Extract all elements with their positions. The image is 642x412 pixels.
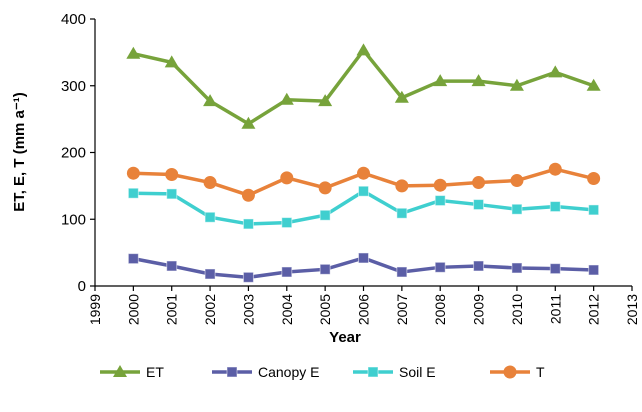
marker (127, 187, 139, 199)
marker (319, 263, 331, 275)
marker (434, 261, 446, 273)
marker (241, 188, 255, 202)
marker (549, 263, 561, 275)
marker (204, 268, 216, 280)
x-tick-label: 2007 (394, 294, 410, 325)
marker (394, 90, 409, 103)
y-tick-label: 0 (78, 278, 86, 295)
marker (588, 264, 600, 276)
x-tick-label: 2006 (356, 294, 372, 325)
marker (510, 174, 524, 188)
marker (433, 74, 448, 87)
marker (279, 92, 294, 105)
marker (280, 171, 294, 185)
x-tick-label: 2009 (471, 294, 487, 325)
marker (511, 262, 523, 274)
marker (396, 207, 408, 219)
marker (587, 172, 601, 186)
legend-item: Soil E (353, 364, 436, 380)
marker (548, 162, 562, 176)
legend-item: Canopy E (212, 364, 319, 380)
marker (166, 260, 178, 272)
marker (127, 253, 139, 265)
marker (509, 78, 524, 91)
marker (113, 365, 127, 377)
legend-label: Soil E (399, 364, 436, 380)
y-axis-label: ET, E, T (mm a⁻¹) (11, 92, 28, 212)
marker (356, 43, 371, 56)
marker (503, 365, 517, 379)
legend-item: T (490, 364, 545, 380)
marker (166, 188, 178, 200)
marker (358, 185, 369, 197)
x-tick-label: 1999 (87, 294, 103, 325)
y-tick-label: 300 (61, 78, 86, 95)
marker (318, 181, 332, 195)
marker (126, 46, 141, 59)
legend-label: Canopy E (258, 364, 319, 380)
marker (164, 55, 179, 68)
marker (549, 201, 561, 213)
marker (511, 203, 523, 215)
marker (281, 266, 293, 278)
marker (203, 94, 218, 107)
x-tick-label: 2002 (202, 294, 218, 325)
x-axis-label: Year (329, 329, 361, 346)
marker (473, 260, 485, 272)
marker (226, 366, 238, 378)
y-tick-label: 200 (61, 145, 86, 162)
series-line (132, 47, 595, 126)
x-tick-label: 2008 (432, 294, 448, 325)
y-tick-label: 100 (61, 211, 86, 228)
marker (367, 366, 379, 378)
marker (548, 65, 563, 78)
x-tick-label: 2003 (240, 294, 256, 325)
y-tick-label: 400 (61, 11, 86, 28)
marker (473, 199, 485, 211)
x-tick-label: 2013 (624, 294, 640, 325)
marker (586, 78, 601, 91)
marker (472, 176, 486, 190)
x-tick-label: 2001 (164, 294, 180, 325)
x-tick-label: 2005 (317, 294, 333, 325)
marker (396, 266, 408, 278)
marker (434, 195, 446, 207)
marker (319, 209, 331, 221)
marker (165, 168, 179, 182)
marker (241, 116, 256, 129)
marker (395, 179, 409, 193)
legend-label: ET (146, 364, 164, 380)
marker (358, 252, 369, 264)
marker (433, 178, 447, 192)
x-tick-label: 2010 (509, 294, 525, 325)
marker (204, 211, 216, 223)
marker (281, 217, 293, 229)
x-tick-label: 2012 (586, 294, 602, 325)
x-tick-label: 2000 (125, 294, 141, 325)
x-tick-label: 2011 (547, 294, 563, 324)
marker (203, 176, 217, 190)
legend-label: T (536, 364, 545, 380)
legend-item: ET (100, 364, 164, 380)
marker (242, 218, 254, 230)
marker (471, 74, 486, 87)
marker (357, 166, 370, 180)
marker (126, 166, 140, 180)
marker (588, 204, 600, 216)
marker (318, 94, 333, 107)
marker (242, 271, 254, 283)
x-tick-label: 2004 (279, 294, 295, 325)
